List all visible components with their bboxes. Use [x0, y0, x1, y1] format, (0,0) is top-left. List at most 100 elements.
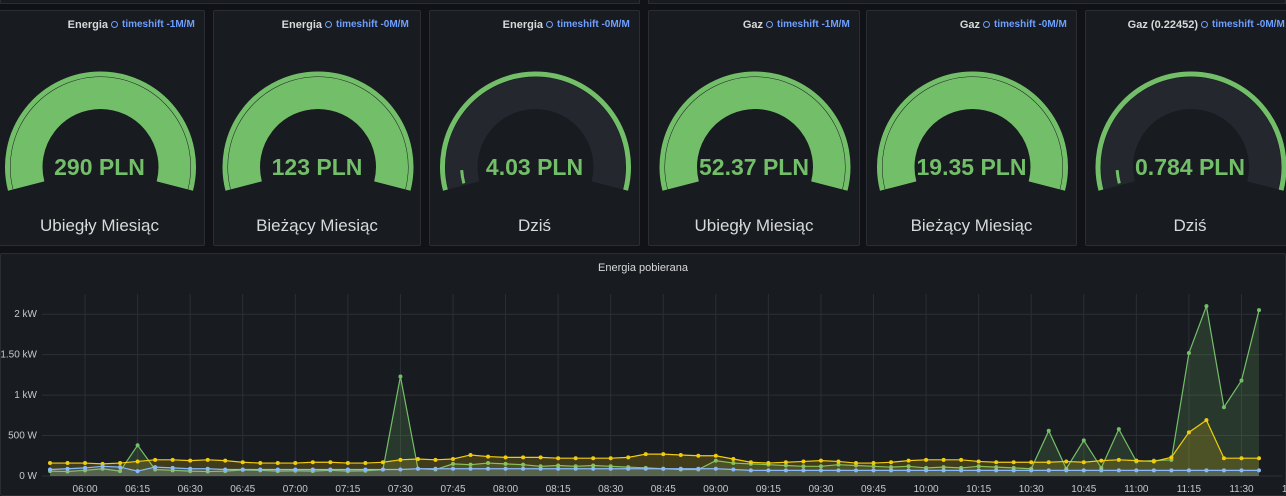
gauge-title[interactable]: Energia — [281, 19, 322, 31]
gauge-panel: Energia timeshift -0M/M 123 PLN Bieżący Mie… — [213, 10, 421, 246]
timeshift-text: timeshift -0M/M — [1212, 19, 1285, 30]
data-point — [415, 466, 420, 471]
x-tick-label: 09:30 — [808, 484, 833, 495]
data-point — [188, 466, 193, 471]
gauge-label: Bieżący Miesiąc — [910, 216, 1033, 235]
data-point — [310, 460, 315, 465]
data-point — [521, 462, 526, 467]
gauge-fill — [10, 77, 191, 190]
data-point — [906, 458, 911, 463]
data-point — [1081, 438, 1086, 443]
x-tick-label: 11:45 — [1282, 484, 1286, 495]
x-tick-label: 07:15 — [335, 484, 360, 495]
chart-title[interactable]: Energia pobierana — [598, 262, 688, 274]
data-point — [380, 467, 385, 472]
gauge-dial — [877, 71, 1068, 191]
data-point — [258, 467, 263, 472]
data-point — [451, 461, 455, 466]
data-point — [1221, 405, 1226, 410]
series-line — [49, 303, 1260, 473]
data-point — [994, 460, 999, 465]
data-point — [1099, 458, 1104, 463]
data-point — [1081, 468, 1086, 473]
data-point — [1186, 351, 1191, 356]
data-point — [783, 468, 788, 473]
gauge-fill — [665, 77, 845, 190]
data-point — [100, 464, 105, 469]
data-point — [801, 468, 806, 473]
x-tick-label: 09:45 — [861, 484, 886, 495]
data-point — [1046, 468, 1051, 473]
energy-chart-panel — [0, 253, 1286, 496]
data-point — [1064, 468, 1069, 473]
gauge-value: 52.37 PLN — [699, 154, 809, 180]
x-tick-label: 06:00 — [73, 484, 98, 495]
data-point — [1116, 468, 1121, 473]
data-point — [1169, 468, 1174, 473]
data-point — [889, 468, 894, 473]
data-point — [1116, 457, 1121, 462]
data-point — [153, 465, 158, 470]
data-point — [451, 457, 455, 462]
data-point — [1081, 460, 1086, 465]
data-point — [836, 468, 841, 473]
gauge-title[interactable]: Gaz (0.22452) — [1127, 19, 1198, 31]
data-point — [1029, 468, 1034, 473]
gauge-title[interactable]: Gaz — [742, 19, 763, 31]
data-point — [748, 468, 753, 473]
data-point — [240, 460, 245, 465]
x-tick-label: 10:00 — [914, 484, 939, 495]
gauge-dial — [659, 71, 851, 191]
gauge-title[interactable]: Gaz — [959, 19, 980, 31]
data-point — [1029, 460, 1034, 465]
gauge-value: 0.784 PLN — [1135, 154, 1245, 180]
data-point — [556, 463, 561, 468]
data-point — [503, 455, 508, 460]
data-point — [363, 461, 368, 466]
panel-edge-top-left — [0, 0, 640, 4]
data-point — [731, 457, 736, 462]
gauge-panel: Gaz timeshift -1M/M 52.37 PLN Ubiegły Miesi… — [648, 10, 860, 246]
gauge-title[interactable]: Energia — [502, 19, 543, 31]
timeshift-info: timeshift -0M/M — [983, 19, 1067, 30]
y-tick-label: 2 kW — [14, 309, 37, 320]
data-point — [1239, 456, 1244, 461]
data-point — [486, 454, 491, 459]
x-tick-label: 08:00 — [493, 484, 518, 495]
data-point — [766, 461, 771, 466]
data-point — [521, 455, 526, 460]
data-point — [1134, 458, 1139, 463]
data-point — [380, 460, 385, 465]
x-tick-label: 06:30 — [178, 484, 203, 495]
data-point — [661, 452, 666, 457]
x-tick-label: 06:45 — [230, 484, 255, 495]
data-point — [591, 463, 596, 468]
gauge-value: 290 PLN — [54, 154, 145, 180]
data-point — [713, 458, 718, 463]
x-tick-label: 07:30 — [388, 484, 413, 495]
data-point — [205, 457, 210, 462]
clock-icon — [546, 21, 553, 28]
data-point — [556, 456, 561, 461]
data-point — [818, 464, 823, 469]
data-point — [801, 459, 806, 464]
data-point — [1221, 456, 1226, 461]
timeshift-text: timeshift -0M/M — [336, 19, 409, 30]
clock-icon — [325, 21, 332, 28]
data-point — [48, 461, 52, 466]
gauge-panel: Energia timeshift -0M/M 4.03 PLN Dziś — [429, 10, 640, 246]
data-point — [223, 467, 228, 472]
data-point — [1046, 428, 1051, 433]
data-point — [538, 466, 543, 471]
data-point — [871, 461, 876, 466]
data-point — [188, 458, 193, 463]
gauge-panel: Gaz (0.22452) timeshift -0M/M 0.784 PLN Dzi… — [1085, 10, 1286, 246]
data-point — [328, 460, 333, 465]
gauge-title[interactable]: Energia — [67, 19, 108, 31]
data-point — [608, 466, 613, 471]
data-point — [731, 461, 736, 466]
y-tick-label: 0 W — [19, 471, 37, 482]
data-point — [941, 457, 946, 462]
data-point — [959, 468, 964, 473]
data-point — [468, 466, 473, 471]
